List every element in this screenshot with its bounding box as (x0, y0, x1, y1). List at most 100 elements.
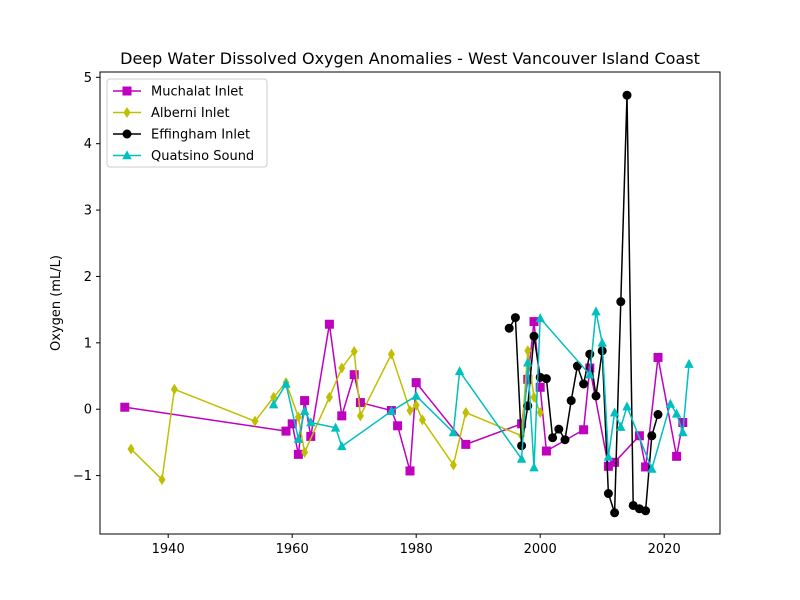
data-point-muchalat-inlet (535, 382, 545, 392)
data-point-alberni-inlet (406, 405, 414, 417)
data-point-muchalat-inlet (337, 411, 347, 421)
data-point-muchalat-inlet (641, 462, 651, 472)
data-point-alberni-inlet (158, 474, 166, 486)
y-tick-label: 3 (84, 204, 92, 219)
data-point-muchalat-inlet (355, 398, 365, 408)
data-point-muchalat-inlet (523, 374, 533, 384)
data-point-quatsino-sound (299, 405, 310, 415)
data-point-quatsino-sound (330, 422, 341, 432)
data-point-quatsino-sound (684, 358, 694, 368)
data-point-muchalat-inlet (306, 431, 316, 441)
legend-entry-effingham-inlet: Effingham Inlet (113, 128, 250, 143)
data-point-muchalat-inlet (610, 457, 620, 467)
data-point-quatsino-sound (622, 401, 632, 411)
data-point-effingham-inlet (566, 396, 576, 406)
legend-marker (122, 150, 132, 160)
y-axis-label: Oxygen (mL/L) (49, 255, 64, 351)
series-effingham-inlet (504, 90, 663, 518)
data-point-muchalat-inlet (678, 417, 688, 427)
legend-marker (123, 107, 131, 118)
legend-entry-muchalat-inlet: Muchalat Inlet (113, 85, 243, 100)
x-tick-label: 1980 (400, 542, 433, 557)
x-tick-label: 1960 (276, 542, 309, 557)
data-point-quatsino-sound (268, 399, 279, 409)
data-point-alberni-inlet (536, 407, 544, 419)
data-point-effingham-inlet (641, 506, 651, 516)
legend-marker (122, 129, 132, 139)
legend-label: Muchalat Inlet (151, 85, 243, 100)
data-point-alberni-inlet (325, 391, 333, 403)
data-point-muchalat-inlet (529, 317, 539, 327)
data-point-muchalat-inlet (541, 446, 551, 456)
legend-marker (122, 86, 132, 96)
series-quatsino-sound (268, 306, 694, 473)
data-point-effingham-inlet (554, 424, 564, 434)
data-point-quatsino-sound (535, 313, 545, 323)
data-point-quatsino-sound (585, 369, 595, 379)
data-point-quatsino-sound (671, 408, 682, 418)
data-point-quatsino-sound (293, 433, 304, 443)
data-point-effingham-inlet (517, 441, 527, 451)
x-axis: 1940 1960 1980 2000 2020 (152, 534, 681, 557)
data-point-alberni-inlet (350, 345, 358, 357)
data-point-alberni-inlet (127, 443, 135, 455)
x-tick-label: 1940 (152, 542, 185, 557)
data-point-effingham-inlet (579, 379, 589, 389)
plot-frame (99, 71, 721, 535)
legend-label: Quatsino Sound (151, 149, 254, 164)
data-point-alberni-inlet (301, 446, 309, 458)
y-tick-label: −1 (73, 469, 92, 484)
data-point-alberni-inlet (294, 411, 302, 423)
data-point-quatsino-sound (616, 421, 626, 431)
data-point-quatsino-sound (516, 453, 527, 463)
y-tick-label: 4 (84, 137, 92, 152)
data-point-alberni-inlet (449, 459, 457, 471)
data-point-effingham-inlet (603, 489, 613, 499)
data-point-muchalat-inlet (349, 370, 359, 380)
data-point-quatsino-sound (448, 427, 459, 437)
series-line-alberni-inlet (130, 350, 541, 481)
data-point-muchalat-inlet (405, 466, 415, 476)
series-layer (120, 90, 694, 518)
data-point-alberni-inlet (418, 414, 426, 426)
data-point-muchalat-inlet (281, 426, 291, 436)
data-point-effingham-inlet (572, 361, 582, 371)
data-point-quatsino-sound (281, 378, 291, 388)
legend: Muchalat Inlet Alberni Inlet Effingham Inl… (106, 78, 268, 168)
series-line-effingham-inlet (508, 94, 659, 514)
data-point-alberni-inlet (338, 362, 346, 374)
legend-entry-alberni-inlet: Alberni Inlet (113, 106, 230, 121)
y-axis: −1 0 1 2 3 4 5 (73, 71, 100, 484)
data-point-muchalat-inlet (393, 421, 403, 431)
data-point-muchalat-inlet (579, 425, 589, 435)
data-point-quatsino-sound (591, 306, 601, 316)
data-point-muchalat-inlet (293, 449, 303, 459)
data-point-quatsino-sound (411, 390, 421, 400)
data-point-effingham-inlet (504, 323, 514, 333)
data-point-alberni-inlet (170, 383, 178, 395)
data-point-muchalat-inlet (287, 419, 297, 429)
data-point-effingham-inlet (585, 349, 595, 359)
data-point-effingham-inlet (622, 90, 632, 100)
data-point-effingham-inlet (610, 508, 620, 518)
data-point-effingham-inlet (529, 331, 539, 341)
x-tick-label: 2000 (524, 542, 557, 557)
data-point-effingham-inlet (541, 374, 551, 384)
y-tick-label: 2 (84, 270, 92, 285)
data-point-quatsino-sound (678, 427, 688, 437)
data-point-alberni-inlet (270, 391, 278, 403)
chart-title: Deep Water Dissolved Oxygen Anomalies - … (120, 49, 700, 68)
data-point-effingham-inlet (548, 433, 558, 443)
data-point-quatsino-sound (647, 463, 657, 473)
legend-entry-quatsino-sound: Quatsino Sound (113, 149, 254, 164)
data-point-effingham-inlet (510, 313, 520, 323)
data-point-muchalat-inlet (517, 419, 527, 429)
y-tick-label: 1 (84, 336, 92, 351)
data-point-effingham-inlet (591, 391, 601, 401)
legend-label: Alberni Inlet (151, 106, 230, 121)
data-point-effingham-inlet (647, 431, 657, 441)
data-point-alberni-inlet (356, 410, 364, 422)
data-point-quatsino-sound (454, 366, 465, 376)
data-point-quatsino-sound (609, 407, 620, 417)
legend-box (106, 78, 268, 168)
